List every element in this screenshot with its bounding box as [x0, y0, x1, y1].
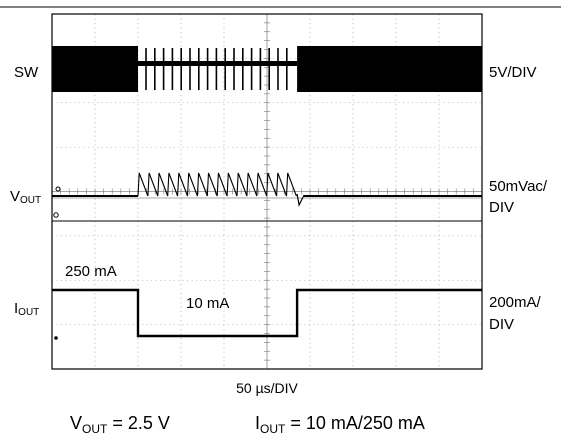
footer-iout-sub: OUT: [260, 422, 286, 436]
vout-scale-line1: 50mVac/: [489, 178, 548, 195]
sw-baseline: [138, 61, 298, 66]
footer-iout: IOUT = 10 mA/250 mA: [255, 413, 425, 436]
footer-vout-main: V: [70, 413, 82, 433]
sw-switching-block-right: [297, 46, 482, 92]
vout-transient: [296, 193, 304, 207]
vout-label-sub: OUT: [20, 195, 41, 206]
iout-scale-line2: DIV: [489, 316, 514, 333]
vout-scale-line2: DIV: [489, 199, 514, 216]
vout-ripple: [137, 172, 297, 197]
sw-scale-label: 5V/DIV: [489, 64, 537, 81]
sw-trace: [52, 46, 482, 92]
footer-vout-value: = 2.5 V: [107, 413, 170, 433]
sw-label: SW: [14, 64, 39, 81]
iout-ground-marker: [54, 336, 58, 340]
footer-vout-sub: OUT: [82, 422, 108, 436]
sw-switching-block-left: [52, 46, 138, 92]
iout-label-sub: OUT: [18, 307, 39, 318]
annotation-250ma: 250 mA: [65, 263, 117, 280]
vout-ground-marker: [53, 212, 59, 218]
vout-start-marker: [55, 186, 61, 192]
annotation-10ma: 10 mA: [186, 295, 229, 312]
iout-label: IOUT: [14, 300, 39, 318]
vout-label: VOUT: [10, 188, 41, 206]
iout-label-main: I: [14, 300, 18, 317]
iout-step: [52, 288, 482, 338]
x-axis-label: 50 µs/DIV: [236, 380, 298, 396]
iout-scale-line1: 200mA/: [489, 294, 542, 311]
vout-label-main: V: [10, 188, 20, 205]
vout-trace: [52, 172, 482, 222]
footer-iout-value: = 10 mA/250 mA: [285, 413, 425, 433]
footer-iout-main: I: [255, 413, 260, 433]
plot-frame: [51, 13, 483, 370]
iout-trace: [52, 288, 482, 340]
footer-vout: VOUT = 2.5 V: [70, 413, 170, 436]
